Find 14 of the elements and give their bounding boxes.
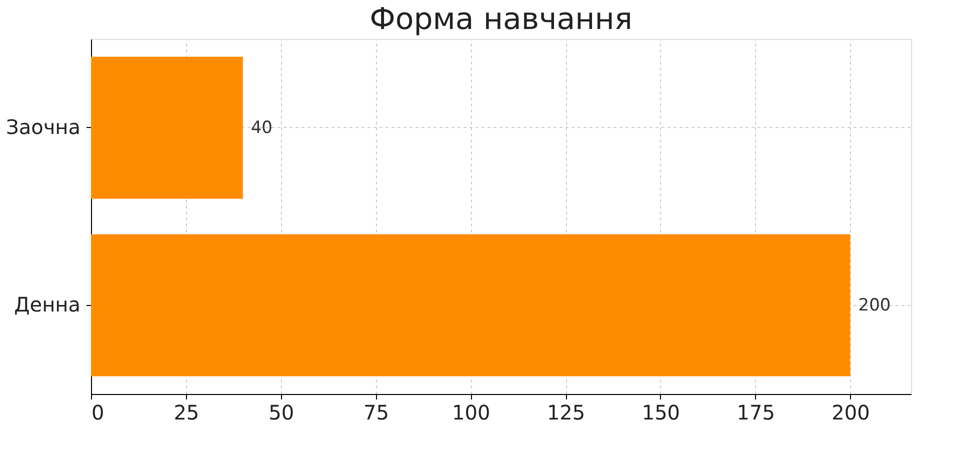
data-label: 200 [858,295,891,316]
chart-title: Форма навчання [370,2,632,37]
y-tick-label: Денна [14,292,80,316]
data-label: 40 [250,118,272,138]
y-tick-label: Заочна [6,114,80,139]
x-tick-label: 125 [546,400,586,424]
x-tick-label: 75 [363,400,389,424]
x-tick-label: 25 [174,400,200,424]
x-tick-label: 200 [832,400,870,424]
x-tick-label: 0 [92,400,104,424]
x-tick-label: 150 [642,400,680,424]
x-tick-label: 50 [268,400,294,424]
x-tick-label: 175 [736,400,775,424]
x-tick-label: 100 [452,400,490,424]
